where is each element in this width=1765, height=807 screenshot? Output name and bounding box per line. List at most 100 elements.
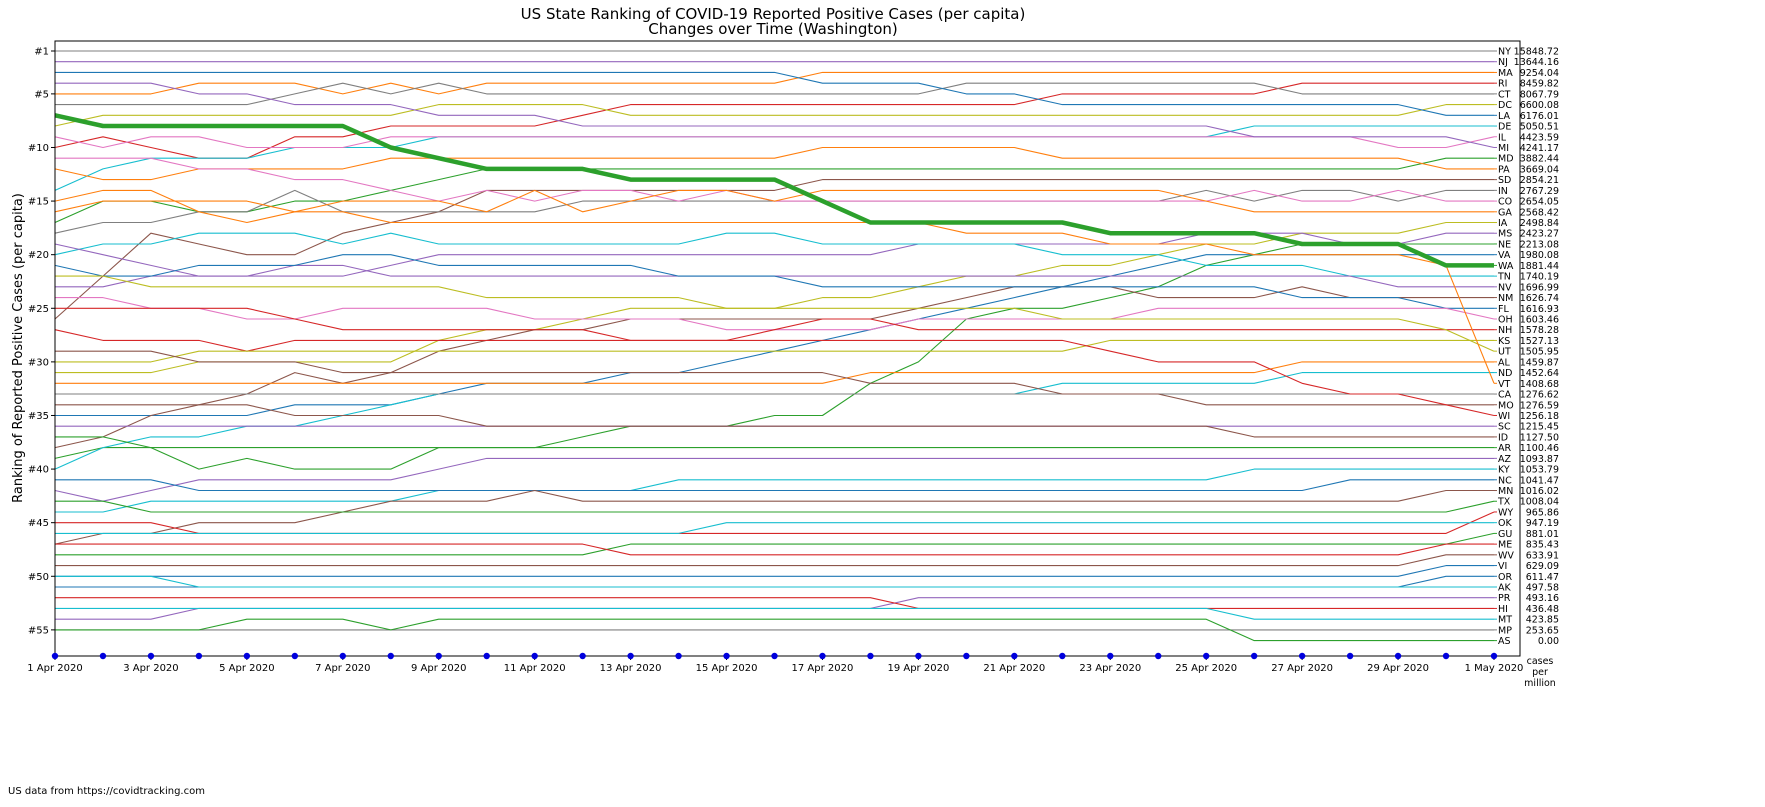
series-label-md: MD [1498, 154, 1514, 165]
series-value-sd: 2854.21 [1520, 175, 1559, 186]
series-value-nd: 1452.64 [1520, 368, 1559, 379]
series-label-la: LA [1498, 111, 1511, 122]
series-line-nm [54, 286, 1494, 449]
date-marker [387, 652, 394, 660]
series-label-mi: MI [1498, 143, 1509, 154]
date-marker [435, 652, 442, 660]
series-value-wy: 965.86 [1526, 507, 1559, 518]
date-marker [675, 652, 682, 660]
series-label-wy: WY [1498, 507, 1513, 518]
x-tick-label: 1 Apr 2020 [27, 663, 82, 674]
series-value-tx: 1008.04 [1520, 497, 1559, 508]
series-line-vt [54, 200, 1495, 384]
series-line-az [54, 457, 1494, 502]
date-marker [1298, 652, 1306, 660]
series-value-as: 0.00 [1538, 636, 1559, 647]
series-line-mo [55, 350, 1494, 406]
x-tick-label: 7 Apr 2020 [315, 663, 370, 674]
series-line-gu [55, 532, 1495, 556]
series-value-mi: 4241.17 [1520, 143, 1559, 154]
series-value-ne: 2213.08 [1520, 239, 1559, 250]
series-value-ms: 2423.27 [1520, 229, 1559, 240]
series-line-md [54, 157, 1494, 224]
series-line-ia [55, 221, 1494, 374]
series-value-md: 3882.44 [1520, 154, 1559, 165]
series-line-il [54, 136, 1495, 149]
series-line-la [55, 71, 1494, 116]
series-value-pr: 493.16 [1526, 593, 1559, 604]
series-label-mt: MT [1498, 615, 1512, 626]
chart-title: US State Ranking of COVID-19 Reported Po… [521, 5, 1026, 23]
series-label-sc: SC [1498, 422, 1511, 433]
series-line-fl [54, 254, 1494, 309]
date-marker [1107, 652, 1114, 660]
series-label-vi: VI [1498, 561, 1507, 572]
series-label-or: OR [1498, 572, 1512, 583]
series-line-or [55, 575, 1494, 588]
series-label-ri: RI [1498, 79, 1507, 90]
series-line-nh [54, 318, 1494, 352]
x-tick-label: 1 May 2020 [1465, 663, 1524, 674]
series-label-id: ID [1498, 432, 1508, 443]
series-value-ar: 1100.46 [1520, 443, 1559, 454]
series-label-pa: PA [1498, 164, 1510, 175]
series-line-sd [54, 179, 1494, 320]
y-tick-label: #55 [28, 625, 49, 636]
y-tick-label: #45 [28, 518, 49, 529]
series-labels: NYNJMARICTDCLADEILMIMDPASDINCOGAIAMSNEVA… [1494, 47, 1514, 647]
y-tick-label: #10 [28, 143, 49, 154]
series-label-nd: ND [1498, 368, 1512, 379]
y-tick-label: #1 [34, 47, 49, 58]
series-value-ca: 1276.62 [1520, 390, 1559, 401]
series-value-ma: 9254.04 [1520, 68, 1559, 79]
x-tick-label: 3 Apr 2020 [123, 663, 178, 674]
series-label-vt: VT [1498, 379, 1510, 390]
date-marker [867, 652, 874, 660]
series-label-ca: CA [1498, 390, 1512, 401]
series-value-ga: 2568.42 [1520, 207, 1559, 218]
series-label-az: AZ [1498, 454, 1511, 465]
series-label-ia: IA [1498, 218, 1508, 229]
x-tick-label: 13 Apr 2020 [600, 663, 662, 674]
y-tick-label: #40 [28, 465, 49, 476]
series-value-me: 835.43 [1526, 540, 1559, 551]
date-marker [819, 652, 826, 660]
series-label-me: ME [1498, 540, 1512, 551]
series-label-ar: AR [1498, 443, 1511, 454]
series-line-id [55, 404, 1494, 438]
x-tick-label: 11 Apr 2020 [504, 663, 566, 674]
series-line-mn [54, 489, 1494, 545]
series-label-wi: WI [1498, 411, 1510, 422]
series-label-ne: NE [1498, 239, 1511, 250]
series-label-ak: AK [1498, 583, 1511, 594]
series-line-as [55, 618, 1494, 642]
series-label-nh: NH [1498, 325, 1512, 336]
y-tick-label: #25 [28, 304, 49, 315]
series-value-nc: 1041.47 [1520, 475, 1559, 486]
series-line-wi [55, 307, 1495, 417]
series-label-de: DE [1498, 122, 1511, 133]
y-tick-label: #30 [28, 357, 49, 368]
series-label-as: AS [1498, 636, 1511, 647]
series-value-ks: 1527.13 [1520, 336, 1559, 347]
series-line-wa [54, 113, 1494, 268]
series-label-mo: MO [1498, 400, 1514, 411]
series-line-tx [55, 500, 1495, 513]
series-value-wi: 1256.18 [1520, 411, 1559, 422]
series-label-mp: MP [1498, 625, 1512, 636]
x-tick-label: 9 Apr 2020 [411, 663, 466, 674]
y-tick-label: #20 [28, 250, 49, 261]
series-label-ks: KS [1498, 336, 1510, 347]
series-label-fl: FL [1498, 304, 1509, 315]
series-value-nj: 13644.16 [1514, 57, 1559, 68]
series-label-va: VA [1498, 250, 1511, 261]
date-marker [1011, 652, 1018, 660]
series-label-wv: WV [1498, 550, 1514, 561]
series-value-nh: 1578.28 [1520, 325, 1559, 336]
series-value-mn: 1016.02 [1520, 486, 1559, 497]
value-labels: 15848.7213644.169254.048459.828067.79660… [1514, 47, 1559, 648]
series-value-vt: 1408.68 [1520, 379, 1559, 390]
series-label-nj: NJ [1498, 57, 1508, 68]
series-label-ma: MA [1498, 68, 1513, 79]
